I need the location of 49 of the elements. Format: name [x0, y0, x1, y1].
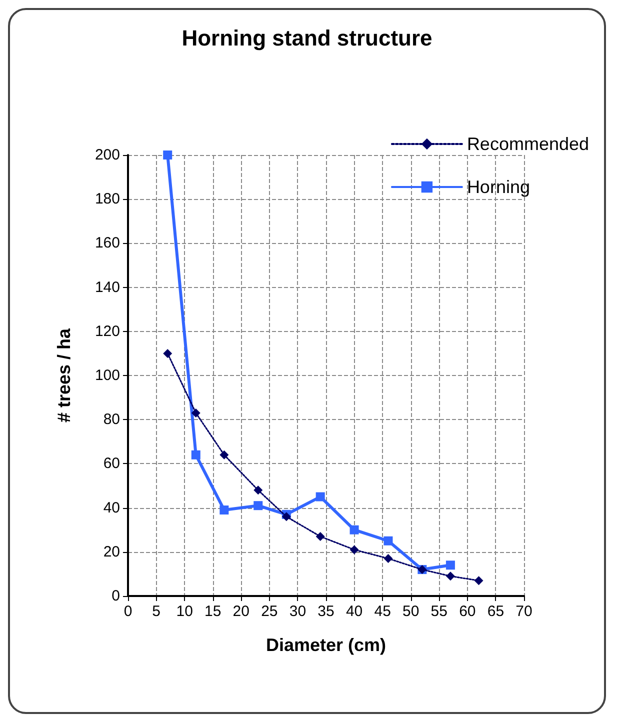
point [474, 576, 484, 586]
y-tick-label: 100 [94, 367, 120, 384]
x-tick-label: 50 [402, 603, 420, 620]
x-tick-label: 25 [261, 603, 278, 620]
x-tick-label: 35 [318, 603, 334, 620]
y-tick-label: 140 [94, 278, 120, 296]
x-axis-title: Diameter (cm) [266, 635, 386, 655]
point [350, 525, 359, 534]
point [254, 486, 263, 495]
x-tick-label: 15 [204, 603, 222, 620]
point [163, 150, 172, 160]
y-tick-label: 80 [103, 411, 120, 428]
point [316, 532, 325, 541]
point [282, 512, 291, 522]
x-tick-label: 70 [516, 603, 532, 620]
point [446, 572, 455, 581]
chart-title: Horning stand structure [182, 26, 432, 50]
y-tick-label: 180 [94, 190, 120, 208]
legend-label: Horning [466, 177, 530, 197]
x-tick-label: 20 [232, 603, 250, 620]
y-tick-label: 60 [103, 455, 120, 472]
point [191, 408, 200, 418]
point [316, 492, 325, 502]
x-tick-label: 5 [152, 603, 160, 620]
y-tick-label: 160 [94, 234, 120, 252]
point [254, 501, 263, 510]
point [446, 560, 455, 570]
point [163, 348, 172, 358]
point [191, 450, 200, 460]
y-tick-label: 20 [103, 543, 120, 560]
legend-label: Recommended [466, 134, 589, 154]
point [384, 536, 393, 546]
y-tick-label: 120 [94, 322, 120, 340]
y-tick-label: 40 [103, 499, 120, 516]
x-tick-label: 65 [487, 603, 504, 620]
y-tick-label: 0 [112, 588, 120, 604]
y-axis-title: # trees / ha [54, 327, 74, 423]
x-tick-label: 30 [289, 603, 306, 620]
x-tick-label: 45 [374, 603, 391, 620]
x-tick-label: 60 [459, 603, 476, 620]
x-tick-label: 10 [176, 603, 193, 620]
point [220, 506, 229, 515]
y-tick-label: 200 [94, 146, 120, 164]
x-tick-label: 40 [346, 603, 363, 620]
x-tick-label: 0 [124, 603, 132, 620]
point [384, 554, 393, 564]
x-tick-label: 55 [430, 603, 448, 620]
point [350, 545, 359, 554]
point [220, 450, 229, 460]
